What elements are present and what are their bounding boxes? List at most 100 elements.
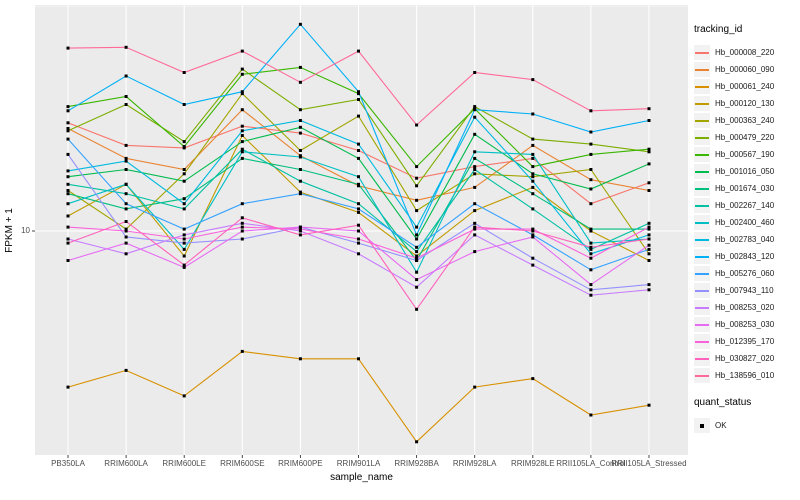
data-point [647,181,651,185]
x-tick-label-RRIM928LA: RRIM928LA [452,459,497,468]
data-point [647,252,651,256]
legend-key-line-icon [694,164,710,179]
data-point [473,71,477,74]
data-point [182,202,186,206]
legend-quant-status-block: quant_status OK [694,397,800,434]
data-point [298,168,302,171]
data-point [240,156,244,160]
legend-color-line [695,255,709,258]
data-point [589,109,593,113]
data-point [647,150,651,154]
x-tick-label-RRIM928LE: RRIM928LE [511,459,555,468]
data-point [66,129,70,133]
data-point [415,123,419,127]
data-point [589,168,593,171]
data-point [298,179,302,183]
legend-title-quant-status: quant_status [694,397,752,408]
data-point [531,78,535,82]
legend-label-ok: OK [715,421,727,430]
data-point [357,207,360,211]
data-point [182,265,186,269]
data-point [531,227,535,231]
data-point [589,229,593,233]
legend-color-line [695,306,709,309]
legend-item-Hb_001016_050: Hb_001016_050 [694,163,800,180]
legend-color-line [695,272,709,275]
data-point [182,247,186,251]
data-point [415,198,419,202]
data-point [66,105,70,109]
data-point [182,207,186,211]
data-point [589,293,593,297]
data-point [589,268,593,272]
data-point [182,233,186,237]
data-point [415,259,419,262]
data-point [240,129,244,133]
legend-color-line [695,85,709,88]
data-point [647,119,651,122]
legend-key-line-icon [694,62,710,77]
data-point [473,105,477,109]
legend-label: Hb_002783_040 [715,235,775,244]
data-point [531,175,535,179]
data-point [182,237,186,241]
data-point [182,168,186,171]
data-point [66,237,70,241]
data-point [66,137,70,141]
data-point [473,172,477,176]
legend-color-line [695,323,709,326]
data-point [124,227,128,231]
y-axis-tick-label: 10 [21,226,30,235]
data-point [240,92,244,96]
legend-key-line-icon [694,215,710,230]
data-point [66,259,70,262]
data-point [357,175,360,179]
data-point [298,119,302,122]
data-point [589,247,593,251]
data-point [531,156,535,160]
legend-key-line-icon [694,79,710,94]
legend-label: Hb_007943_110 [715,286,774,295]
data-point [647,243,651,247]
data-point [473,168,477,171]
data-point [240,225,244,229]
legend-label: Hb_008253_030 [715,320,775,329]
legend-color-line [695,374,709,377]
data-point [66,192,70,196]
data-point [415,225,419,229]
data-point [589,245,593,249]
data-point [473,227,477,231]
x-tick-label-RRIM600SE: RRIM600SE [220,459,265,468]
legend-key-line-icon [694,351,710,366]
data-point [357,49,360,53]
data-point [415,440,419,444]
data-point [589,187,593,191]
data-point [589,227,593,231]
data-point [240,124,244,128]
data-point [589,130,593,134]
legend-color-line [695,153,709,156]
data-point [357,202,360,206]
data-point [589,256,593,260]
data-point [357,182,360,186]
legend-label: Hb_000479_220 [715,133,775,142]
x-axis-title: sample_name [330,472,393,483]
legend-item-ok: OK [694,417,800,434]
data-point [298,22,302,26]
data-point [124,168,128,171]
data-point [124,207,128,211]
data-point [124,182,128,186]
legend-item-Hb_000061_240: Hb_000061_240 [694,78,800,95]
data-point [647,107,651,111]
legend-color-line [695,357,709,360]
data-point [124,156,128,160]
data-point [298,192,302,196]
data-point [124,192,128,196]
data-point [415,209,419,213]
legend-item-Hb_007943_110: Hb_007943_110 [694,282,800,299]
legend-item-Hb_002783_040: Hb_002783_040 [694,231,800,248]
legend-color-line [695,136,709,139]
data-point [182,179,186,183]
legend-items: Hb_000008_220 Hb_000060_090 Hb_000061_240 H… [694,44,800,384]
data-point [357,142,360,146]
